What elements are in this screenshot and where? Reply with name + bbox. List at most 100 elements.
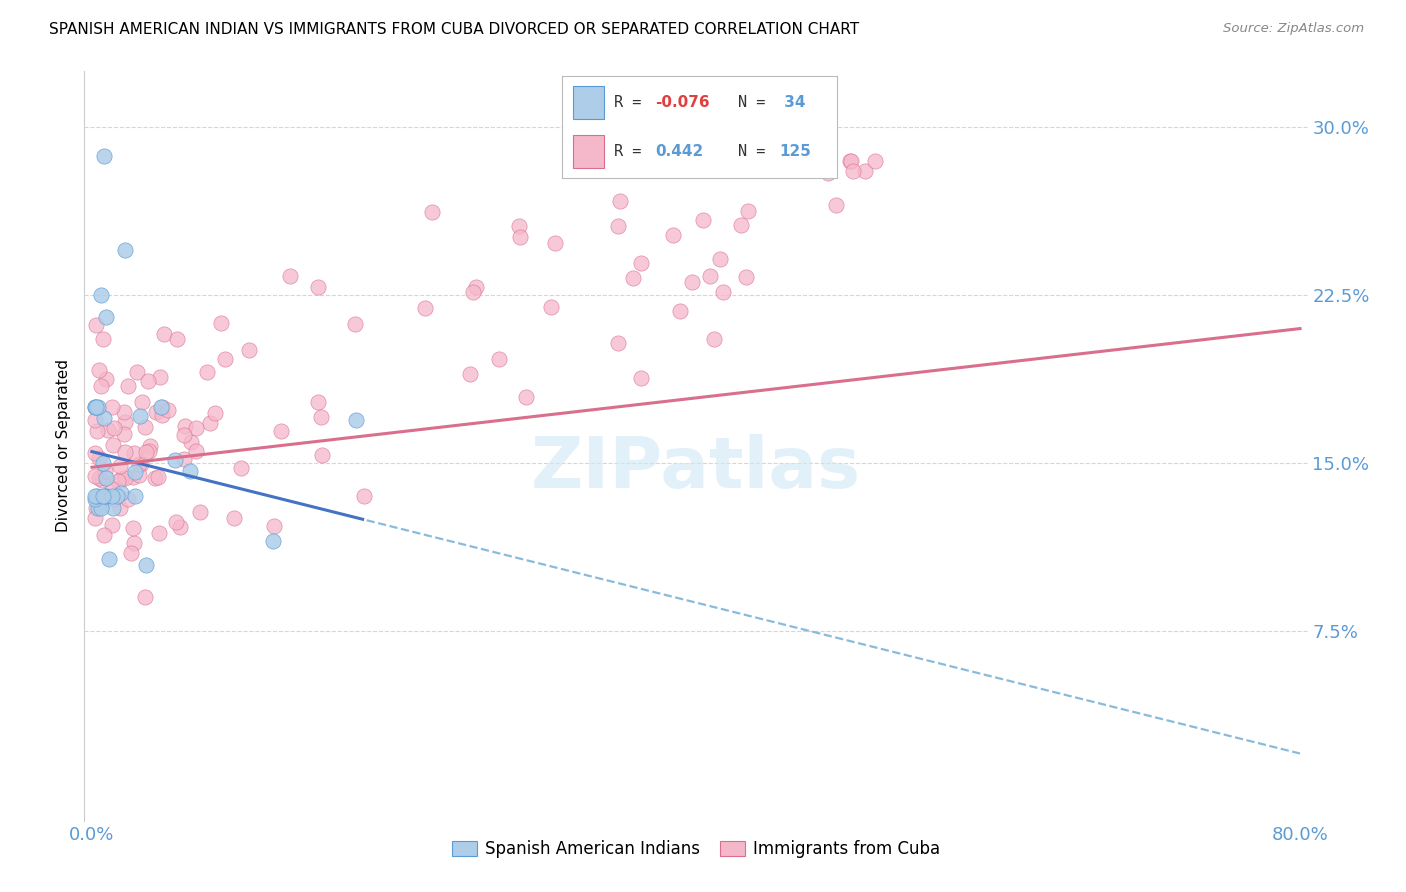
- Point: [607, 219, 630, 234]
- Point: [229, 461, 252, 475]
- Point: [838, 153, 860, 168]
- Point: [863, 153, 886, 168]
- FancyBboxPatch shape: [574, 136, 603, 168]
- Point: [114, 471, 136, 485]
- Point: [103, 491, 125, 506]
- Point: [699, 269, 721, 284]
- Point: [89, 471, 111, 485]
- Point: [128, 457, 150, 471]
- Point: [93, 411, 115, 425]
- Point: [488, 351, 510, 366]
- Point: [97, 423, 120, 437]
- Point: [84, 491, 107, 506]
- Point: [343, 318, 366, 332]
- Point: [195, 365, 218, 379]
- Point: [224, 511, 246, 525]
- Point: [120, 546, 142, 560]
- Point: [94, 471, 117, 485]
- Point: [86, 489, 108, 503]
- Point: [91, 473, 114, 487]
- Point: [463, 285, 485, 300]
- Point: [114, 244, 136, 258]
- Point: [129, 409, 152, 423]
- Point: [96, 489, 118, 503]
- Point: [544, 235, 567, 250]
- Point: [101, 400, 124, 414]
- Point: [84, 413, 107, 427]
- Point: [131, 395, 153, 409]
- Point: [842, 163, 865, 178]
- Point: [681, 275, 703, 289]
- Text: SPANISH AMERICAN INDIAN VS IMMIGRANTS FROM CUBA DIVORCED OR SEPARATED CORRELATIO: SPANISH AMERICAN INDIAN VS IMMIGRANTS FR…: [49, 22, 859, 37]
- Point: [89, 451, 111, 466]
- Point: [101, 489, 124, 503]
- Point: [204, 406, 226, 420]
- Text: R =: R =: [614, 95, 651, 110]
- Point: [84, 446, 107, 460]
- Point: [124, 465, 146, 479]
- Point: [114, 415, 136, 429]
- Point: [84, 400, 107, 414]
- Point: [238, 343, 260, 357]
- Point: [93, 528, 115, 542]
- Point: [94, 464, 117, 478]
- Point: [270, 425, 292, 439]
- Point: [84, 489, 107, 503]
- Point: [263, 518, 285, 533]
- Point: [91, 332, 114, 346]
- Point: [93, 491, 115, 505]
- Point: [775, 153, 797, 168]
- Point: [769, 153, 792, 168]
- Point: [149, 369, 172, 384]
- Y-axis label: Divorced or Separated: Divorced or Separated: [56, 359, 72, 533]
- Point: [103, 421, 125, 435]
- Point: [84, 318, 107, 332]
- Point: [309, 410, 332, 425]
- Point: [420, 205, 443, 219]
- Point: [214, 352, 236, 367]
- Point: [163, 453, 186, 467]
- Point: [703, 332, 725, 346]
- Point: [166, 332, 188, 346]
- Point: [209, 317, 232, 331]
- Point: [165, 515, 187, 529]
- Point: [353, 489, 375, 503]
- Point: [90, 500, 112, 515]
- Point: [150, 400, 173, 414]
- Point: [143, 471, 166, 485]
- Point: [94, 489, 117, 503]
- Point: [86, 424, 108, 438]
- Text: R =: R =: [614, 145, 661, 160]
- Point: [307, 279, 329, 293]
- Point: [692, 213, 714, 227]
- Point: [100, 518, 122, 533]
- Text: 0.442: 0.442: [655, 145, 704, 160]
- Point: [135, 558, 157, 572]
- Point: [150, 400, 173, 414]
- Point: [609, 194, 631, 209]
- Point: [737, 203, 759, 218]
- Point: [311, 448, 333, 462]
- Point: [662, 228, 685, 243]
- Point: [114, 445, 136, 459]
- Point: [84, 501, 107, 516]
- Point: [139, 440, 162, 454]
- Point: [186, 420, 208, 434]
- Point: [278, 269, 301, 284]
- Point: [180, 435, 202, 450]
- Point: [630, 255, 652, 269]
- Point: [91, 489, 114, 503]
- Point: [188, 504, 211, 518]
- Point: [97, 551, 120, 566]
- Point: [150, 409, 173, 423]
- Point: [108, 500, 131, 515]
- Point: [122, 521, 145, 535]
- Point: [262, 534, 284, 549]
- Point: [515, 390, 537, 404]
- Point: [110, 472, 132, 486]
- Point: [621, 271, 644, 285]
- Point: [134, 420, 156, 434]
- Point: [122, 536, 145, 550]
- Point: [508, 219, 530, 234]
- Point: [135, 444, 157, 458]
